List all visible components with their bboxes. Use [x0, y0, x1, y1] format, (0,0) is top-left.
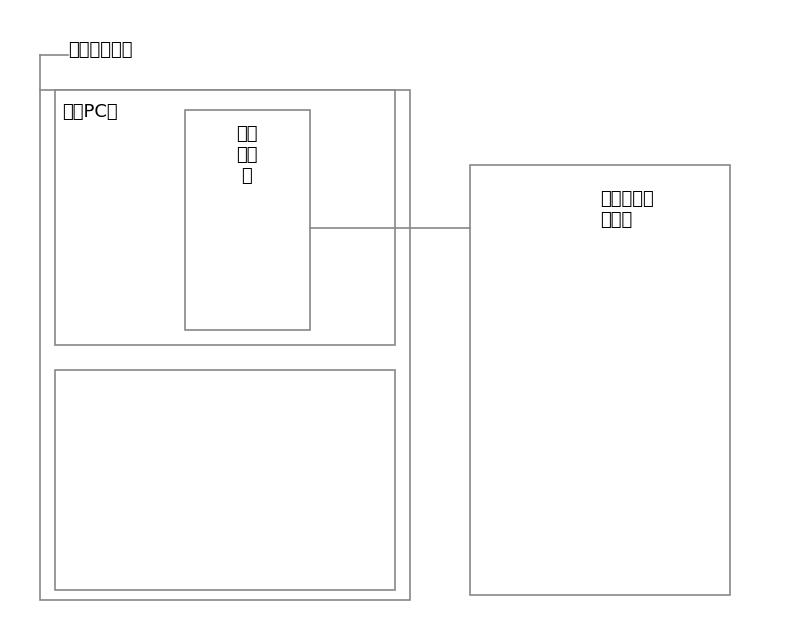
Text: 网络物理实
物系统: 网络物理实 物系统 — [600, 190, 654, 229]
Bar — [40, 90, 410, 600]
Bar — [55, 90, 395, 345]
Bar — [470, 165, 730, 595]
Bar — [185, 110, 310, 330]
Text: 仿真PC机: 仿真PC机 — [62, 103, 118, 121]
Text: 网络仿真系统: 网络仿真系统 — [68, 41, 133, 59]
Bar — [55, 370, 395, 590]
Text: 半实
物接
口: 半实 物接 口 — [236, 125, 258, 185]
